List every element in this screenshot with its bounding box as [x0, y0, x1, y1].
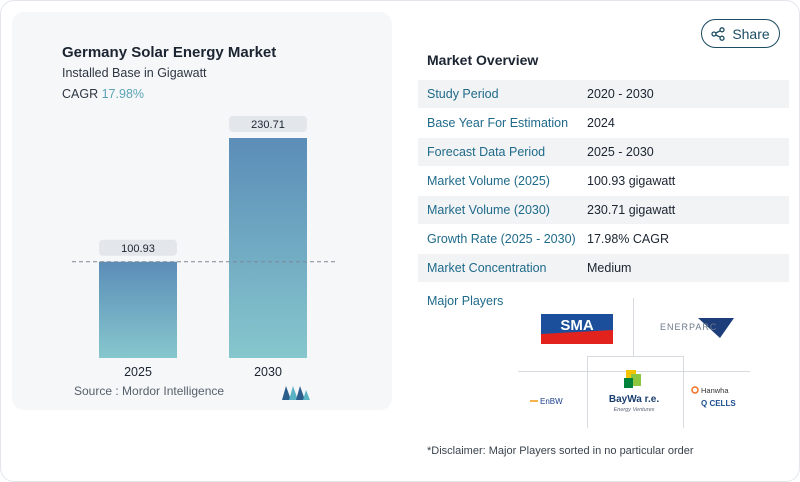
grid-divider [587, 356, 588, 428]
overview-row-volume-2025: Market Volume (2025) 100.93 gigawatt [418, 167, 789, 196]
sma-logo: SMA [541, 314, 613, 344]
bar-2030 [229, 138, 307, 358]
overview-label: Market Volume (2030) [427, 203, 550, 217]
grid-divider [587, 356, 683, 357]
overview-value: 2024 [587, 116, 615, 130]
source-note: Source : Mordor Intelligence [74, 384, 225, 398]
overview-label: Forecast Data Period [427, 145, 546, 159]
overview-value: 17.98% CAGR [587, 232, 669, 246]
hanwha-text: Hanwha [701, 386, 729, 395]
value-label-2025: 100.93 [121, 243, 155, 255]
overview-row-volume-2030: Market Volume (2030) 230.71 gigawatt [418, 196, 789, 225]
enerparc-text: ENERPARC [660, 322, 717, 332]
overview-value: 2020 - 2030 [587, 87, 654, 101]
enerparc-logo: ENERPARC [660, 316, 734, 340]
sma-text: SMA [560, 317, 594, 334]
qcells-text: Q CELLS [701, 399, 736, 408]
overview-value: 230.71 gigawatt [587, 203, 676, 217]
baywa-text: BayWa r.e. [609, 394, 659, 405]
bar-2025 [99, 261, 177, 358]
overview-label: Base Year For Estimation [427, 116, 569, 130]
overview-value: Medium [587, 261, 632, 275]
hanwha-qcells-logo: Hanwha Q CELLS [691, 384, 739, 410]
chart-title: Germany Solar Energy Market [62, 44, 277, 61]
value-label-bg [99, 239, 177, 256]
baywa-sub-text: Energy Ventures [614, 407, 655, 413]
enbw-text: EnBW [540, 397, 563, 406]
value-label-2030: 230.71 [251, 119, 285, 131]
overview-label: Study Period [427, 87, 499, 101]
grid-divider [683, 356, 684, 428]
baywa-re-logo: BayWa r.e. Energy Ventures [604, 368, 664, 418]
share-button[interactable]: Share [701, 19, 780, 48]
major-players-label: Major Players [427, 294, 504, 308]
share-label: Share [732, 25, 770, 42]
overview-row-forecast-period: Forecast Data Period 2025 - 2030 [418, 138, 789, 167]
value-label-bg [229, 116, 307, 132]
category-label-2030: 2030 [254, 365, 282, 379]
overview-value: 100.93 gigawatt [587, 174, 676, 188]
overview-row-base-year: Base Year For Estimation 2024 [418, 109, 789, 138]
bar-chart: 100.93 2025 230.71 2030 [72, 116, 338, 379]
overview-row-study-period: Study Period 2020 - 2030 [418, 80, 789, 109]
chart-subtitle: Installed Base in Gigawatt [62, 66, 207, 80]
cagr-label: CAGR [62, 87, 99, 101]
cagr-value: 17.98% [101, 87, 145, 101]
overview-label: Market Volume (2025) [427, 174, 550, 188]
enbw-logo: EnBW [530, 394, 570, 408]
mordor-intelligence-logo [282, 386, 310, 400]
overview-row-concentration: Market Concentration Medium [418, 254, 789, 283]
market-overview-table: Study Period 2020 - 2030 Base Year For E… [418, 80, 789, 283]
market-overview-title: Market Overview [427, 52, 539, 68]
overview-label: Market Concentration [427, 261, 547, 275]
grid-divider [633, 298, 634, 356]
share-icon [711, 26, 725, 41]
overview-row-growth-rate: Growth Rate (2025 - 2030) 17.98% CAGR [418, 225, 789, 254]
category-label-2025: 2025 [124, 365, 152, 379]
cagr-line: CAGR 17.98% [62, 87, 144, 101]
overview-label: Growth Rate (2025 - 2030) [427, 232, 576, 246]
chart-card [12, 12, 392, 410]
disclaimer-note: *Disclaimer: Major Players sorted in no … [427, 445, 694, 457]
overview-value: 2025 - 2030 [587, 145, 654, 159]
